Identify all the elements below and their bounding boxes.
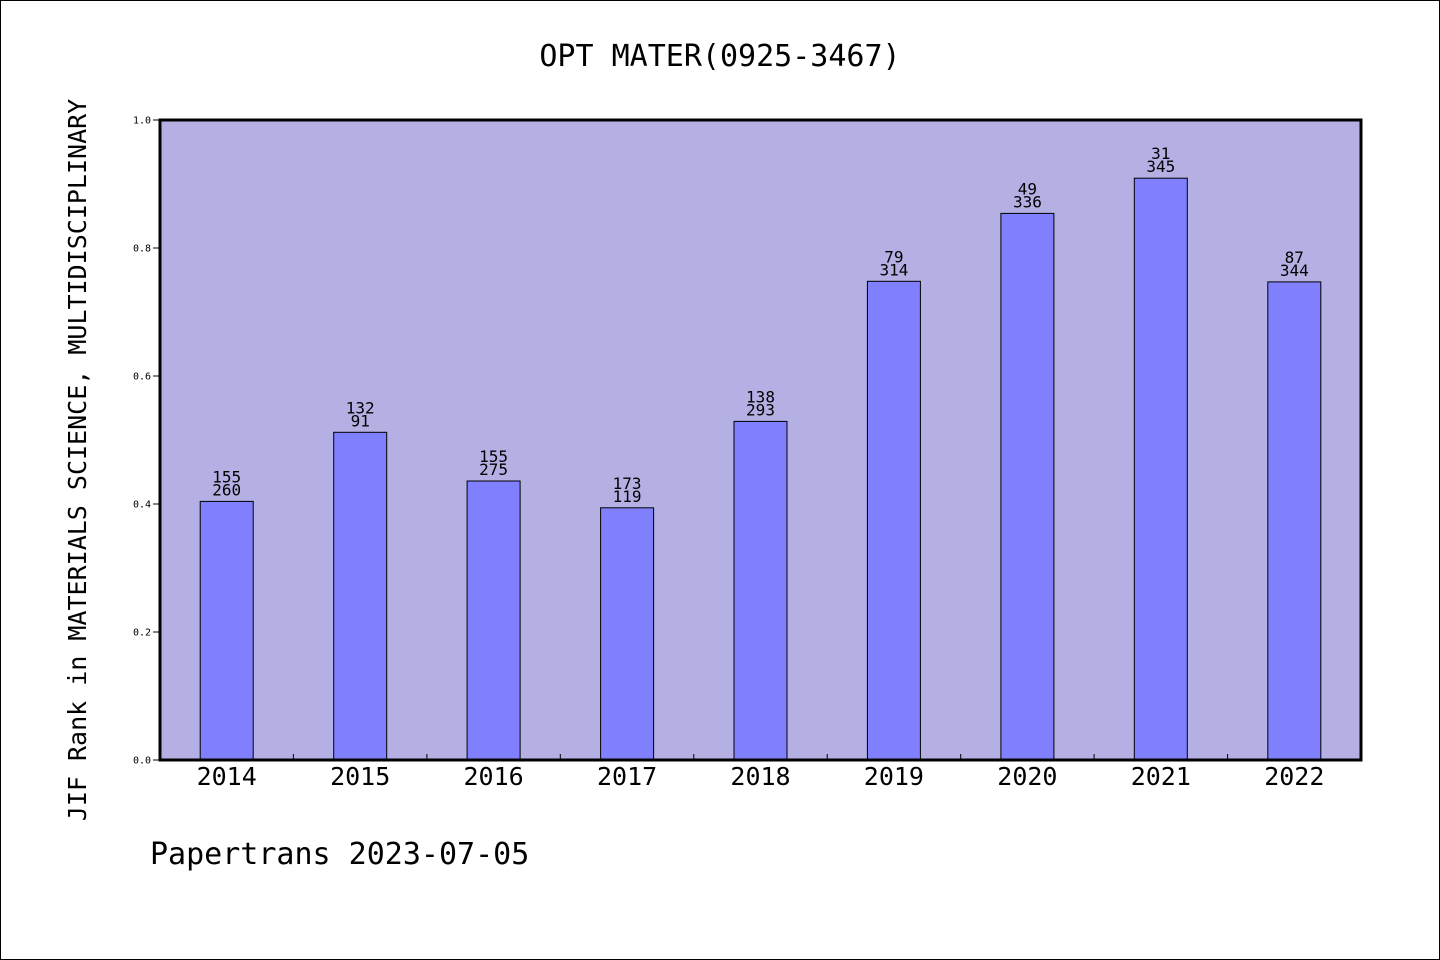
data-label-top-2017: 173 <box>613 474 642 493</box>
x-tick-label-2016: 2016 <box>463 762 523 791</box>
y-axis-label: JIF Rank in MATERIALS SCIENCE, MULTIDISC… <box>63 99 92 821</box>
bar-2021 <box>1133 177 1188 761</box>
bar-2014 <box>199 500 254 761</box>
data-label-top-2021: 31 <box>1151 144 1170 163</box>
x-tick-label-2018: 2018 <box>730 762 790 791</box>
data-label-bottom-2019: 314 <box>879 260 908 279</box>
data-label-bottom-2020: 336 <box>1013 192 1042 211</box>
y-tick-label: 0.4 <box>133 500 151 511</box>
data-label-bottom-2015: 91 <box>351 411 370 430</box>
data-label-bottom-2022: 344 <box>1280 261 1309 280</box>
data-labels-group: 1552601329115527517311913829379314493363… <box>212 144 1309 506</box>
y-tick-label: 0.6 <box>133 372 151 383</box>
x-tick-label-2015: 2015 <box>330 762 390 791</box>
data-label-bottom-2021: 345 <box>1146 157 1175 176</box>
footer-credit: Papertrans 2023-07-05 <box>150 837 529 872</box>
x-tick-label-2014: 2014 <box>197 762 257 791</box>
bar-2020 <box>1000 212 1055 761</box>
y-tick-label: 0.8 <box>133 244 151 255</box>
bar-2015 <box>333 431 388 761</box>
y-tick-label: 0.0 <box>133 756 151 767</box>
chart-title: OPT MATER(0925-3467) <box>539 39 900 74</box>
bar-2018 <box>733 420 788 761</box>
data-label-top-2014: 155 <box>212 467 241 486</box>
bar-2022 <box>1267 281 1322 761</box>
data-label-bottom-2016: 275 <box>479 460 508 479</box>
x-tick-label-2022: 2022 <box>1264 762 1324 791</box>
y-ticks-group: 0.0 0.2 0.4 0.6 0.8 1.0 <box>133 116 160 767</box>
x-tick-label-2021: 2021 <box>1131 762 1191 791</box>
y-tick-label: 1.0 <box>133 116 151 127</box>
bar-2019 <box>866 280 921 761</box>
data-label-top-2016: 155 <box>479 447 508 466</box>
data-label-top-2018: 138 <box>746 387 775 406</box>
bar-2016 <box>466 480 521 761</box>
data-label-top-2019: 79 <box>884 247 903 266</box>
data-label-top-2015: 132 <box>346 398 375 417</box>
data-label-bottom-2014: 260 <box>212 480 241 499</box>
data-label-top-2020: 49 <box>1018 179 1037 198</box>
data-label-bottom-2017: 119 <box>613 487 642 506</box>
bars-group <box>199 177 1322 761</box>
x-ticks-group: 2014 2015 2016 2017 2018 2019 2020 2021 2022 <box>197 754 1324 791</box>
x-tick-label-2020: 2020 <box>997 762 1057 791</box>
data-label-bottom-2018: 293 <box>746 400 775 419</box>
x-tick-label-2019: 2019 <box>864 762 924 791</box>
y-tick-label: 0.2 <box>133 628 151 639</box>
bar-2017 <box>600 507 655 761</box>
x-tick-label-2017: 2017 <box>597 762 657 791</box>
data-label-top-2022: 87 <box>1285 248 1304 267</box>
plot-border <box>158 118 1363 762</box>
